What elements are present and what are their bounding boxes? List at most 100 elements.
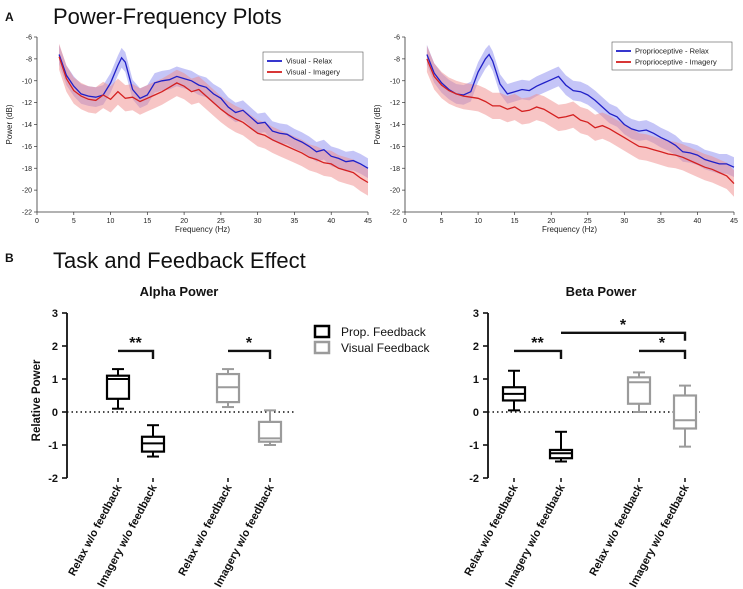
y-tick-label: -10 [22, 78, 32, 85]
y-tick-label: -18 [390, 166, 400, 173]
x-tick-label: 0 [35, 218, 39, 225]
box-prop-relax [501, 369, 527, 412]
y-tick-label: 1 [52, 374, 58, 386]
y-tick-label: 0 [52, 407, 58, 419]
significance-bar [514, 349, 563, 359]
x-tick-label: 15 [143, 218, 151, 225]
legend-prop-label: Prop. Feedback [341, 325, 427, 339]
significance-bar [561, 331, 687, 341]
x-tick-label: 40 [327, 218, 335, 225]
significance-label: * [246, 335, 253, 352]
y-tick-label: -16 [22, 144, 32, 151]
y-tick-label: -12 [390, 100, 400, 107]
interquartile-box [672, 394, 698, 430]
significance-label: ** [531, 335, 544, 352]
legend-entry: Proprioceptive - Relax [635, 47, 709, 56]
x-tick-label: 20 [180, 218, 188, 225]
significance-label: * [659, 335, 666, 352]
legend-visual-label: Visual Feedback [341, 341, 431, 355]
significance-bar [228, 349, 272, 359]
y-axis-label: Power (dB) [373, 104, 382, 144]
significance-label: ** [129, 335, 142, 352]
panel-b-heading: Task and Feedback Effect [53, 248, 306, 273]
y-tick-label: -20 [390, 188, 400, 195]
legend-prop-swatch [313, 324, 331, 339]
box-prop-imagery [548, 430, 574, 463]
x-tick-label: 10 [107, 218, 115, 225]
significance-bracket: * [639, 335, 687, 359]
y-axis-label: Power (dB) [5, 104, 14, 144]
legend-entry: Visual - Imagery [286, 68, 340, 77]
legend-box [262, 51, 364, 81]
y-tick-label: 3 [52, 308, 58, 320]
x-tick-label: 5 [440, 218, 444, 225]
x-tick-label: 35 [291, 218, 299, 225]
y-tick-label: -2 [469, 473, 479, 485]
box-visual-relax [215, 368, 241, 409]
significance-label: * [620, 317, 627, 334]
category-label: Relax w/o feedback [462, 482, 521, 578]
series-line-relax [58, 54, 369, 169]
x-tick-label: 15 [511, 218, 519, 225]
x-tick-label: 30 [254, 218, 262, 225]
y-tick-label: -20 [22, 188, 32, 195]
plot-legend: Proprioceptive - Relax Proprioceptive - I… [611, 41, 733, 71]
y-tick-label: 2 [52, 341, 58, 353]
y-tick-label: -22 [22, 210, 32, 217]
y-tick-label: 0 [473, 407, 479, 419]
feedback-legend: Prop. Feedback Visual Feedback [313, 324, 431, 355]
x-tick-label: 25 [584, 218, 592, 225]
x-tick-label: 30 [620, 218, 628, 225]
y-tick-label: -16 [390, 144, 400, 151]
significance-bracket: * [561, 317, 687, 341]
y-tick-label: -14 [390, 122, 400, 129]
legend-box [611, 41, 733, 71]
x-tick-label: 45 [730, 218, 738, 225]
significance-bar [639, 349, 687, 359]
y-tick-label: -2 [48, 473, 58, 485]
legend-entry: Visual - Relax [286, 57, 332, 66]
boxplot-title: Beta Power [566, 284, 637, 299]
boxplot-title: Alpha Power [140, 284, 219, 299]
y-tick-label: -8 [394, 56, 400, 63]
y-tick-label: -22 [390, 210, 400, 217]
y-tick-label: -18 [22, 166, 32, 173]
x-tick-label: 10 [474, 218, 482, 225]
series-line-relax [426, 53, 735, 168]
box-prop-relax [105, 368, 131, 410]
panel-a-label: A [5, 10, 14, 24]
panel-a-heading: Power-Frequency Plots [53, 4, 282, 29]
y-tick-label: -8 [26, 56, 32, 63]
panel-b-label: B [5, 251, 14, 265]
interquartile-box [626, 376, 652, 405]
y-tick-label: -14 [22, 122, 32, 129]
significance-bar [118, 349, 155, 359]
y-tick-label: -1 [48, 440, 58, 452]
series-line-imagery [58, 56, 369, 184]
legend-entry: Proprioceptive - Imagery [635, 58, 717, 67]
box-visual-imagery [672, 384, 698, 448]
significance-bracket: ** [514, 335, 563, 359]
series-band-imagery [59, 43, 368, 196]
significance-bracket: ** [118, 335, 155, 359]
box-visual-relax [626, 371, 652, 413]
x-tick-label: 40 [694, 218, 702, 225]
significance-bracket: * [228, 335, 272, 359]
x-tick-label: 45 [364, 218, 372, 225]
x-tick-label: 20 [547, 218, 555, 225]
x-tick-label: 35 [657, 218, 665, 225]
x-tick-label: 25 [217, 218, 225, 225]
x-axis-label: Frequency (Hz) [542, 225, 597, 234]
legend-visual-swatch [313, 340, 331, 355]
y-tick-label: -12 [22, 100, 32, 107]
y-tick-label: -6 [394, 35, 400, 42]
y-tick-label: 2 [473, 341, 479, 353]
box-visual-imagery [257, 409, 283, 446]
psd-plot-visual: 0 5 10 15 20 25 30 35 40 45 -6 -8 -10 -12 -14 -16 -18 -20… [5, 35, 372, 235]
interquartile-box [105, 374, 131, 400]
y-tick-label: -10 [390, 78, 400, 85]
series-line-imagery [426, 58, 735, 185]
